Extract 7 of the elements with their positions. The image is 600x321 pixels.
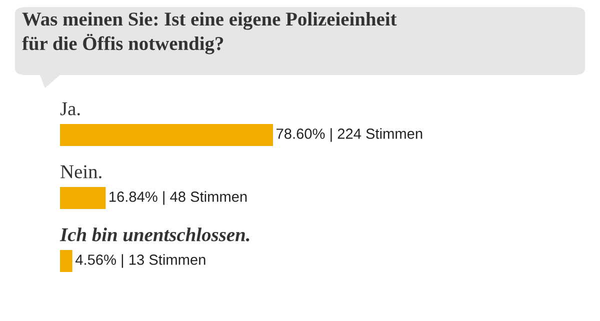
chart-title: Was meinen Sie: Ist eine eigene Polizeieinheit für die Öffis notwendig? — [22, 12, 397, 54]
data-label: 16.84% | 48 Stimmen — [110, 191, 247, 205]
y-tick-label: Ja. — [60, 102, 80, 116]
y-tick-label: Ich bin unentschlossen. — [60, 228, 250, 242]
y-tick-label: Nein. — [60, 165, 102, 178]
data-label: 78.60% | 224 Stimmen — [276, 128, 422, 142]
data-label: 4.56% | 13 Stimmen — [75, 254, 206, 268]
